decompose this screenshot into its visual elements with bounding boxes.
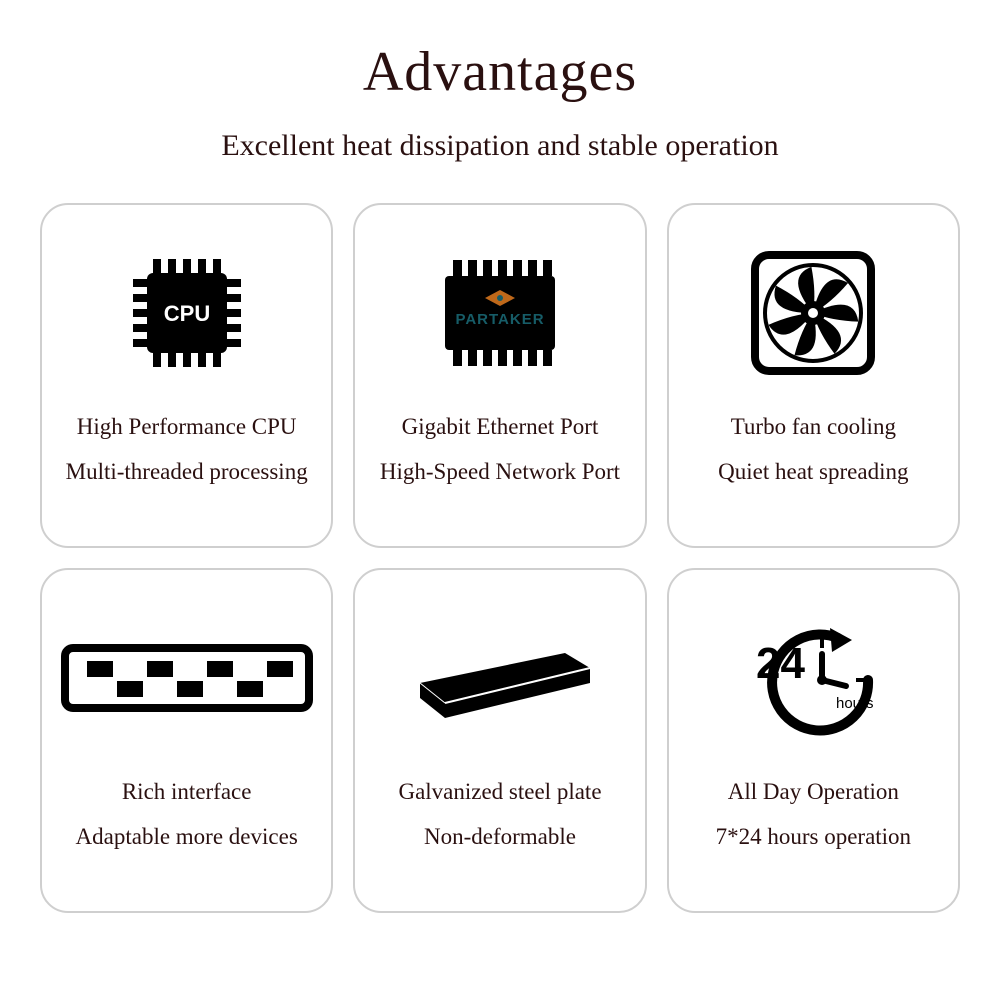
card-cpu: CPU High Performance CPU Multi-threaded … bbox=[40, 203, 333, 548]
card-line2: Quiet heat spreading bbox=[718, 450, 908, 495]
card-plate: Galvanized steel plate Non-deformable bbox=[353, 568, 646, 913]
svg-text:hours: hours bbox=[836, 695, 874, 712]
card-fan: Turbo fan cooling Quiet heat spreading bbox=[667, 203, 960, 548]
card-line2: Non-deformable bbox=[398, 815, 601, 860]
card-line1: All Day Operation bbox=[716, 770, 911, 815]
card-line1: Galvanized steel plate bbox=[398, 770, 601, 815]
card-line1: Turbo fan cooling bbox=[718, 405, 908, 450]
svg-text:24: 24 bbox=[756, 639, 805, 688]
svg-text:PARTAKER: PARTAKER bbox=[455, 311, 544, 328]
svg-text:CPU: CPU bbox=[163, 301, 209, 326]
card-line1: High Performance CPU bbox=[66, 405, 308, 450]
page-subtitle: Excellent heat dissipation and stable op… bbox=[30, 129, 970, 163]
card-interface: Rich interface Adaptable more devices bbox=[40, 568, 333, 913]
steel-plate-icon bbox=[365, 595, 634, 760]
port-strip-icon bbox=[52, 595, 321, 760]
card-line2: Multi-threaded processing bbox=[66, 450, 308, 495]
ethernet-chip-icon: PARTAKER bbox=[365, 230, 634, 395]
card-line2: 7*24 hours operation bbox=[716, 815, 911, 860]
card-line1: Gigabit Ethernet Port bbox=[380, 405, 620, 450]
advantages-grid: CPU High Performance CPU Multi-threaded … bbox=[30, 203, 970, 913]
page-title: Advantages bbox=[30, 40, 970, 104]
fan-icon bbox=[679, 230, 948, 395]
card-line2: Adaptable more devices bbox=[76, 815, 298, 860]
card-line1: Rich interface bbox=[76, 770, 298, 815]
card-line2: High-Speed Network Port bbox=[380, 450, 620, 495]
card-ethernet: PARTAKER Gigabit Ethernet Port High-Spee… bbox=[353, 203, 646, 548]
clock-24-icon: 24 hours bbox=[679, 595, 948, 760]
cpu-icon: CPU bbox=[52, 230, 321, 395]
card-allday: 24 hours All Day Operation 7*24 hours op… bbox=[667, 568, 960, 913]
